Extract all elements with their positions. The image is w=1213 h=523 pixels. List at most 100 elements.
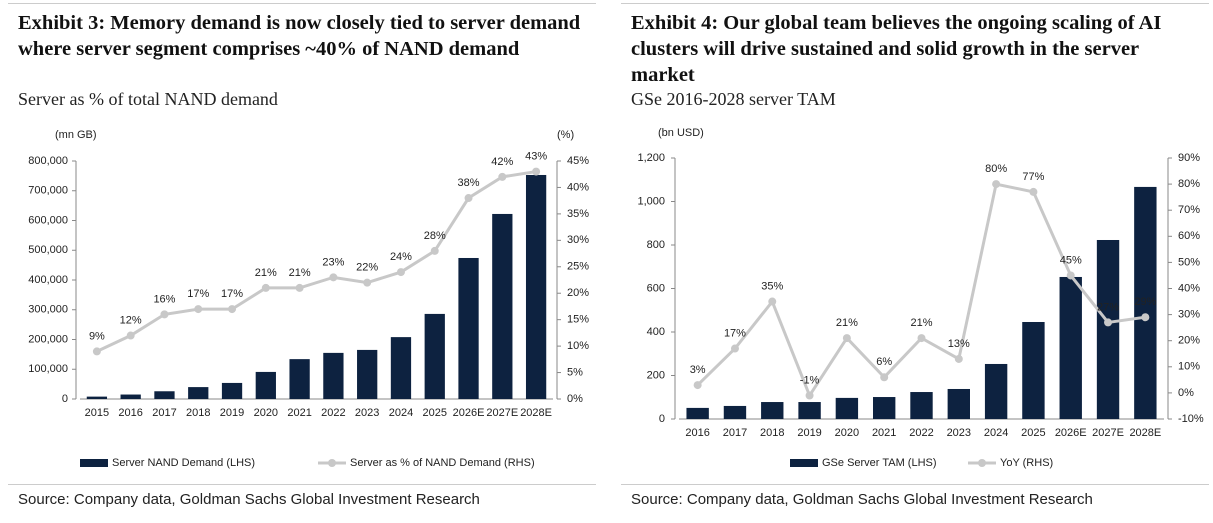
x-tick-label: 2018 <box>186 407 210 419</box>
y2-tick-label: 5% <box>567 366 583 378</box>
y-tick-label: 400 <box>647 326 665 338</box>
bar <box>1022 321 1045 419</box>
y-tick-label: 200 <box>647 369 665 381</box>
line-marker <box>160 310 169 319</box>
data-label: 29% <box>1134 296 1156 308</box>
y-tick-label: 200,000 <box>28 333 68 345</box>
y-tick-label: 700,000 <box>28 185 68 197</box>
line-marker <box>532 167 541 176</box>
legend-swatch <box>790 459 818 467</box>
data-label: 77% <box>1022 171 1044 183</box>
y2-tick-label: 90% <box>1178 152 1200 164</box>
rule <box>8 484 596 485</box>
x-tick-label: 2016 <box>685 427 709 439</box>
data-label: 21% <box>255 267 277 279</box>
x-tick-label: 2023 <box>947 427 971 439</box>
y-tick-label: 1,000 <box>637 195 665 207</box>
data-label: 17% <box>187 288 209 300</box>
line-marker <box>730 344 739 353</box>
rule <box>621 3 1209 4</box>
x-tick-label: 2017 <box>152 407 176 419</box>
line-marker <box>126 331 135 340</box>
bar <box>1059 276 1082 419</box>
x-tick-label: 2026E <box>1055 427 1087 439</box>
x-tick-label: 2020 <box>254 407 278 419</box>
line <box>96 170 537 353</box>
bar <box>120 394 141 399</box>
line-marker <box>768 297 777 306</box>
data-label: 21% <box>910 317 932 329</box>
chart: 0 100,000 200,000 300,000 400,000 500,000 600,… <box>28 129 589 469</box>
legend-label: Server NAND Demand (LHS) <box>112 457 255 469</box>
data-label: 17% <box>724 327 746 339</box>
chart-subtitle: Server as % of total NAND demand <box>18 89 278 109</box>
y-tick-label: 800,000 <box>28 155 68 167</box>
y2-tick-label: 25% <box>567 261 589 273</box>
y2-tick-label: 30% <box>1178 309 1200 321</box>
line-marker <box>92 347 101 356</box>
x-tick-label: 2019 <box>220 407 244 419</box>
line-marker <box>842 334 851 343</box>
y-tick-label: 600 <box>647 282 665 294</box>
bar <box>323 352 344 399</box>
bar <box>835 397 859 419</box>
x-tick-label: 2022 <box>321 407 345 419</box>
y2-tick-label: 20% <box>567 287 589 299</box>
y-tick-label: 500,000 <box>28 244 68 256</box>
y2-tick-label: 10% <box>1178 361 1200 373</box>
legend-swatch <box>978 459 986 467</box>
line-marker <box>954 354 963 363</box>
data-label: -1% <box>800 374 820 386</box>
legend-label: GSe Server TAM (LHS) <box>822 457 937 469</box>
legend-swatch <box>80 459 108 467</box>
data-label: 80% <box>985 163 1007 175</box>
line-marker <box>992 180 1001 189</box>
data-label: 6% <box>876 356 892 368</box>
y-tick-label: 1,200 <box>637 152 665 164</box>
y2-tick-label: 20% <box>1178 335 1200 347</box>
y2-tick-label: 0% <box>567 393 583 405</box>
y-tick-label: 0 <box>62 393 68 405</box>
bar <box>492 213 513 399</box>
y2-tick-label: 70% <box>1178 204 1200 216</box>
y2-tick-label: 0% <box>1178 387 1194 399</box>
bar <box>255 371 276 399</box>
x-tick-label: 2027E <box>1092 427 1124 439</box>
x-tick-label: 2016 <box>118 407 142 419</box>
x-tick-label: 2026E <box>453 407 485 419</box>
source: Source: Company data, Goldman Sachs Glob… <box>631 491 1093 508</box>
bar <box>221 382 243 399</box>
x-tick-label: 2021 <box>287 407 311 419</box>
data-label: 24% <box>390 251 412 263</box>
chart-subtitle: GSe 2016-2028 server TAM <box>631 89 836 109</box>
bar <box>873 397 896 419</box>
line-marker <box>693 381 702 390</box>
data-label: 21% <box>289 267 311 279</box>
x-tick-label: 2025 <box>423 407 447 419</box>
x-tick-label: 2028E <box>1129 427 1161 439</box>
y-tick-label: 300,000 <box>28 304 68 316</box>
y2-tick-label: 30% <box>567 234 589 246</box>
line-marker <box>194 305 203 314</box>
line-marker <box>396 268 405 277</box>
bar <box>686 407 709 419</box>
data-label: 35% <box>761 280 783 292</box>
line-marker <box>880 373 889 382</box>
data-label: 42% <box>491 156 513 168</box>
line-marker <box>363 278 372 287</box>
x-tick-label: 2017 <box>723 427 747 439</box>
line-marker <box>498 172 507 181</box>
y2-tick-label: 50% <box>1178 256 1200 268</box>
y2-tick-label: 10% <box>567 340 589 352</box>
data-label: 38% <box>458 177 480 189</box>
legend-label: YoY (RHS) <box>1000 457 1053 469</box>
bar <box>86 396 108 399</box>
data-label: 9% <box>89 330 105 342</box>
bar <box>424 313 445 399</box>
x-tick-label: 2024 <box>984 427 1008 439</box>
x-tick-label: 2020 <box>835 427 859 439</box>
y-tick-label: 800 <box>647 239 665 251</box>
x-tick-label: 2024 <box>389 407 413 419</box>
y2-tick-label: 35% <box>567 208 589 220</box>
